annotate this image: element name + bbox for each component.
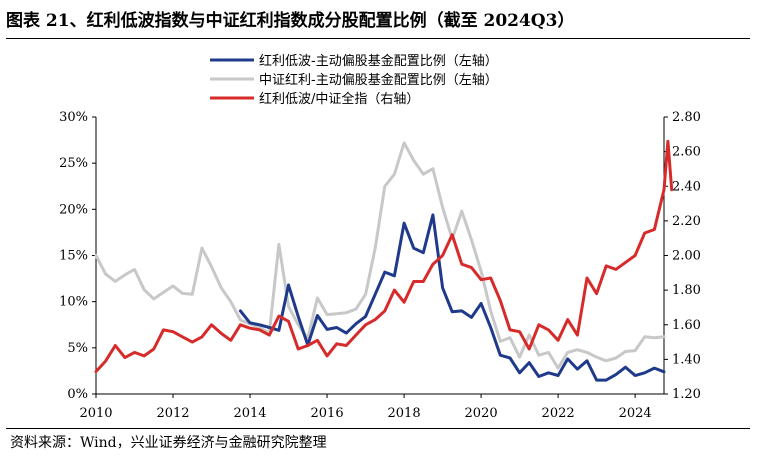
y-right-tick-label: 2.40 xyxy=(672,179,701,194)
series-line-2 xyxy=(94,139,674,373)
y-right-tick-label: 2.00 xyxy=(672,249,701,264)
series-line-1 xyxy=(94,141,666,370)
series-line-0 xyxy=(238,213,666,382)
chart-legend: 红利低波-主动偏股基金配置比例（左轴） 中证红利-主动偏股基金配置比例（左轴） 红利… xyxy=(210,53,498,107)
bottom-rule xyxy=(6,428,750,429)
x-tick-label: 2016 xyxy=(311,406,344,421)
x-tick-label: 2018 xyxy=(388,406,421,421)
source-note: 资料来源：Wind，兴业证券经济与金融研究院整理 xyxy=(10,435,327,451)
legend-label-1: 中证红利-主动偏股基金配置比例（左轴） xyxy=(259,72,498,88)
y-right-tick-label: 1.40 xyxy=(672,352,701,367)
series-layer xyxy=(94,139,674,382)
y-right-tick-label: 1.80 xyxy=(672,283,701,298)
top-rule xyxy=(6,38,750,39)
y-left-tick-label: 25% xyxy=(59,156,88,171)
legend-label-0: 红利低波-主动偏股基金配置比例（左轴） xyxy=(259,53,498,69)
figure-title: 图表 21、红利低波指数与中证红利指数成分股配置比例（截至 2024Q3） xyxy=(6,11,575,31)
y-left-tick-label: 30% xyxy=(59,110,88,125)
x-tick-label: 2022 xyxy=(542,406,575,421)
y-left-tick-label: 0% xyxy=(67,387,88,402)
y-left-tick-label: 20% xyxy=(59,202,88,217)
y-right-tick-label: 1.20 xyxy=(672,387,701,402)
y-right-tick-label: 2.80 xyxy=(672,110,701,125)
y-right-tick-label: 2.20 xyxy=(672,214,701,229)
y-right-tick-label: 2.60 xyxy=(672,145,701,160)
y-left-tick-label: 5% xyxy=(67,341,88,356)
y-left-tick-label: 15% xyxy=(59,249,88,264)
y-right-tick-label: 1.60 xyxy=(672,318,701,333)
chart-axes: 0% 5% 10% 15% 20% 25% 30% 1.20 1.40 1.60 1.80 2.00 2… xyxy=(59,110,701,421)
legend-label-2: 红利低波/中证全指（右轴） xyxy=(259,91,419,107)
x-tick-label: 2020 xyxy=(465,406,498,421)
x-tick-label: 2024 xyxy=(619,406,652,421)
x-tick-label: 2012 xyxy=(156,406,189,421)
x-tick-label: 2010 xyxy=(79,406,112,421)
y-left-tick-label: 10% xyxy=(59,295,88,310)
x-tick-label: 2014 xyxy=(233,406,266,421)
